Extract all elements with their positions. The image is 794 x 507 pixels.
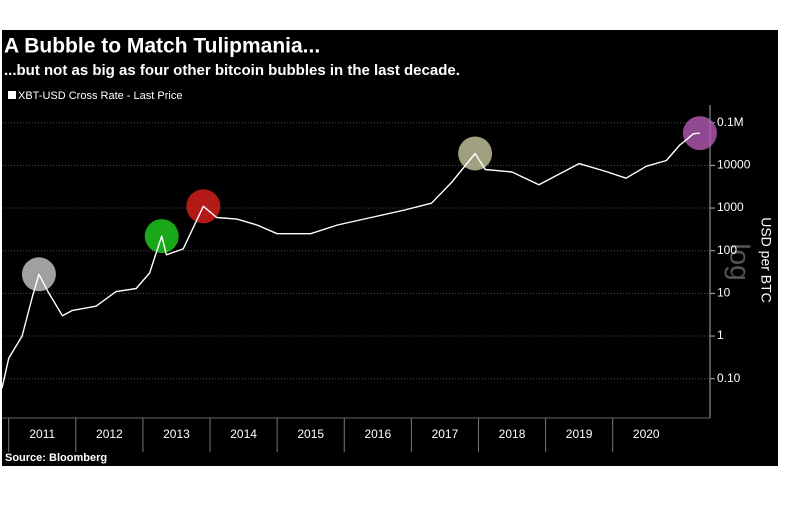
log-watermark: log bbox=[725, 243, 756, 280]
price-line bbox=[1, 132, 700, 389]
y-tick-label: 1 bbox=[717, 328, 724, 342]
x-tick-label: 2011 bbox=[29, 427, 55, 441]
legend-label: XBT-USD Cross Rate - Last Price bbox=[18, 90, 182, 102]
y-tick-label: 1000 bbox=[717, 200, 744, 214]
chart-subtitle: ...but not as big as four other bitcoin … bbox=[4, 62, 460, 79]
y-tick-label: 0.10 bbox=[717, 371, 741, 385]
y-tick-label: 0.1M bbox=[717, 115, 744, 129]
x-tick-label: 2018 bbox=[499, 427, 526, 441]
y-tick-label: 10000 bbox=[717, 158, 751, 172]
x-tick-label: 2019 bbox=[566, 427, 593, 441]
x-tick-label: 2020 bbox=[633, 427, 660, 441]
panel bbox=[2, 30, 778, 466]
x-tick-label: 2017 bbox=[432, 427, 459, 441]
x-tick-label: 2014 bbox=[230, 427, 257, 441]
bubble-marker bbox=[682, 116, 717, 151]
x-tick-label: 2015 bbox=[297, 427, 324, 441]
x-tick-label: 2013 bbox=[163, 427, 190, 441]
x-tick-label: 2012 bbox=[96, 427, 123, 441]
x-tick-label: 2016 bbox=[364, 427, 391, 441]
y-tick-label: 10 bbox=[717, 286, 731, 300]
chart-title: A Bubble to Match Tulipmania... bbox=[4, 35, 320, 58]
y-axis-title: USD per BTC bbox=[758, 217, 774, 303]
y-tick-label: 100 bbox=[717, 243, 737, 257]
source: Source: Bloomberg bbox=[5, 452, 107, 464]
legend-swatch bbox=[8, 91, 16, 99]
